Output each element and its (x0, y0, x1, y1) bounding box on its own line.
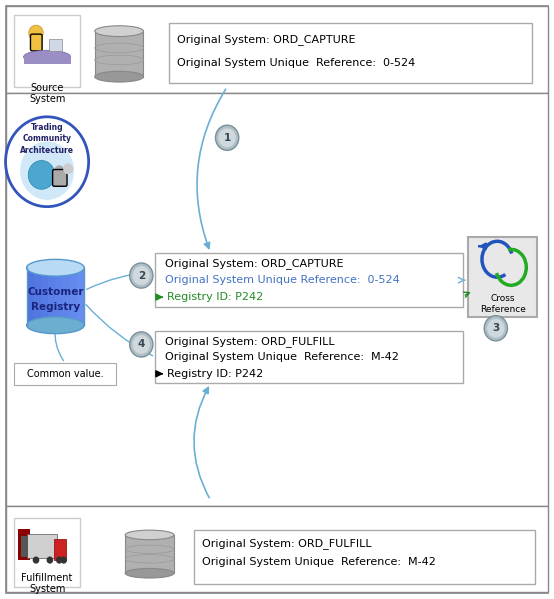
Circle shape (487, 319, 505, 338)
Bar (125, 535, 174, 573)
FancyBboxPatch shape (468, 237, 537, 317)
FancyBboxPatch shape (6, 93, 548, 506)
Circle shape (216, 125, 239, 150)
Text: Registry: Registry (31, 302, 80, 312)
Bar (18, 529, 30, 560)
FancyBboxPatch shape (155, 253, 463, 307)
Ellipse shape (27, 317, 84, 334)
Bar (55, 268, 63, 325)
Text: Registry ID: P242: Registry ID: P242 (167, 369, 264, 379)
Text: Original System Unique  Reference:  M-42: Original System Unique Reference: M-42 (202, 557, 436, 567)
Text: Original System Unique  Reference:  0-524: Original System Unique Reference: 0-524 (177, 59, 416, 68)
Circle shape (47, 556, 53, 564)
Circle shape (484, 316, 507, 341)
Bar (34, 268, 41, 325)
Bar (41, 268, 48, 325)
FancyBboxPatch shape (6, 6, 548, 93)
Ellipse shape (95, 26, 143, 37)
Text: 4: 4 (137, 340, 145, 349)
FancyBboxPatch shape (27, 534, 57, 558)
FancyBboxPatch shape (169, 23, 532, 83)
Text: Common value.: Common value. (27, 369, 104, 379)
Text: Registry ID: P242: Registry ID: P242 (167, 292, 264, 302)
FancyBboxPatch shape (49, 39, 62, 51)
Text: 3: 3 (492, 323, 500, 333)
Ellipse shape (95, 71, 143, 82)
Circle shape (20, 141, 74, 200)
Circle shape (132, 266, 150, 285)
Text: Fulfillment
System: Fulfillment System (22, 573, 73, 594)
FancyBboxPatch shape (14, 15, 80, 87)
Text: Cross
Reference: Cross Reference (480, 294, 526, 314)
Circle shape (6, 117, 89, 207)
Ellipse shape (125, 530, 174, 540)
Ellipse shape (27, 259, 84, 276)
FancyBboxPatch shape (14, 363, 116, 385)
Circle shape (60, 556, 67, 564)
Circle shape (130, 263, 153, 288)
Text: Original System: ORD_CAPTURE: Original System: ORD_CAPTURE (177, 34, 356, 45)
Bar (48, 268, 55, 325)
Text: Customer: Customer (27, 287, 84, 297)
FancyBboxPatch shape (155, 331, 463, 383)
Text: Original System: ORD_FULFILL: Original System: ORD_FULFILL (165, 336, 335, 347)
Text: Trading
Community
Architecture: Trading Community Architecture (20, 123, 74, 155)
Circle shape (218, 128, 236, 147)
Text: Original System Unique  Reference:  M-42: Original System Unique Reference: M-42 (165, 352, 399, 362)
Bar (24, 57, 71, 64)
Circle shape (56, 556, 63, 564)
Circle shape (28, 161, 55, 189)
FancyBboxPatch shape (53, 170, 67, 186)
Circle shape (54, 165, 64, 176)
Text: Original System: ORD_CAPTURE: Original System: ORD_CAPTURE (165, 258, 343, 269)
FancyBboxPatch shape (14, 518, 80, 587)
Ellipse shape (125, 568, 174, 578)
Bar (27, 268, 84, 325)
Bar (21, 536, 28, 557)
Circle shape (63, 164, 73, 174)
Text: Original System Unique Reference:  0-524: Original System Unique Reference: 0-524 (165, 275, 400, 285)
Circle shape (130, 332, 153, 357)
Circle shape (132, 335, 150, 354)
Bar (27, 268, 34, 325)
Bar (95, 31, 143, 77)
FancyBboxPatch shape (54, 539, 66, 560)
Text: Original System: ORD_FULFILL: Original System: ORD_FULFILL (202, 538, 372, 549)
Bar (77, 268, 84, 325)
Circle shape (33, 556, 39, 564)
FancyBboxPatch shape (6, 506, 548, 592)
FancyBboxPatch shape (30, 34, 42, 51)
FancyBboxPatch shape (194, 530, 535, 584)
Ellipse shape (23, 50, 71, 63)
Bar (70, 268, 77, 325)
Text: 2: 2 (137, 271, 145, 280)
Circle shape (29, 25, 43, 41)
Bar (63, 268, 70, 325)
Text: 1: 1 (223, 133, 231, 143)
FancyBboxPatch shape (6, 6, 548, 593)
Text: Source
System: Source System (29, 83, 65, 104)
